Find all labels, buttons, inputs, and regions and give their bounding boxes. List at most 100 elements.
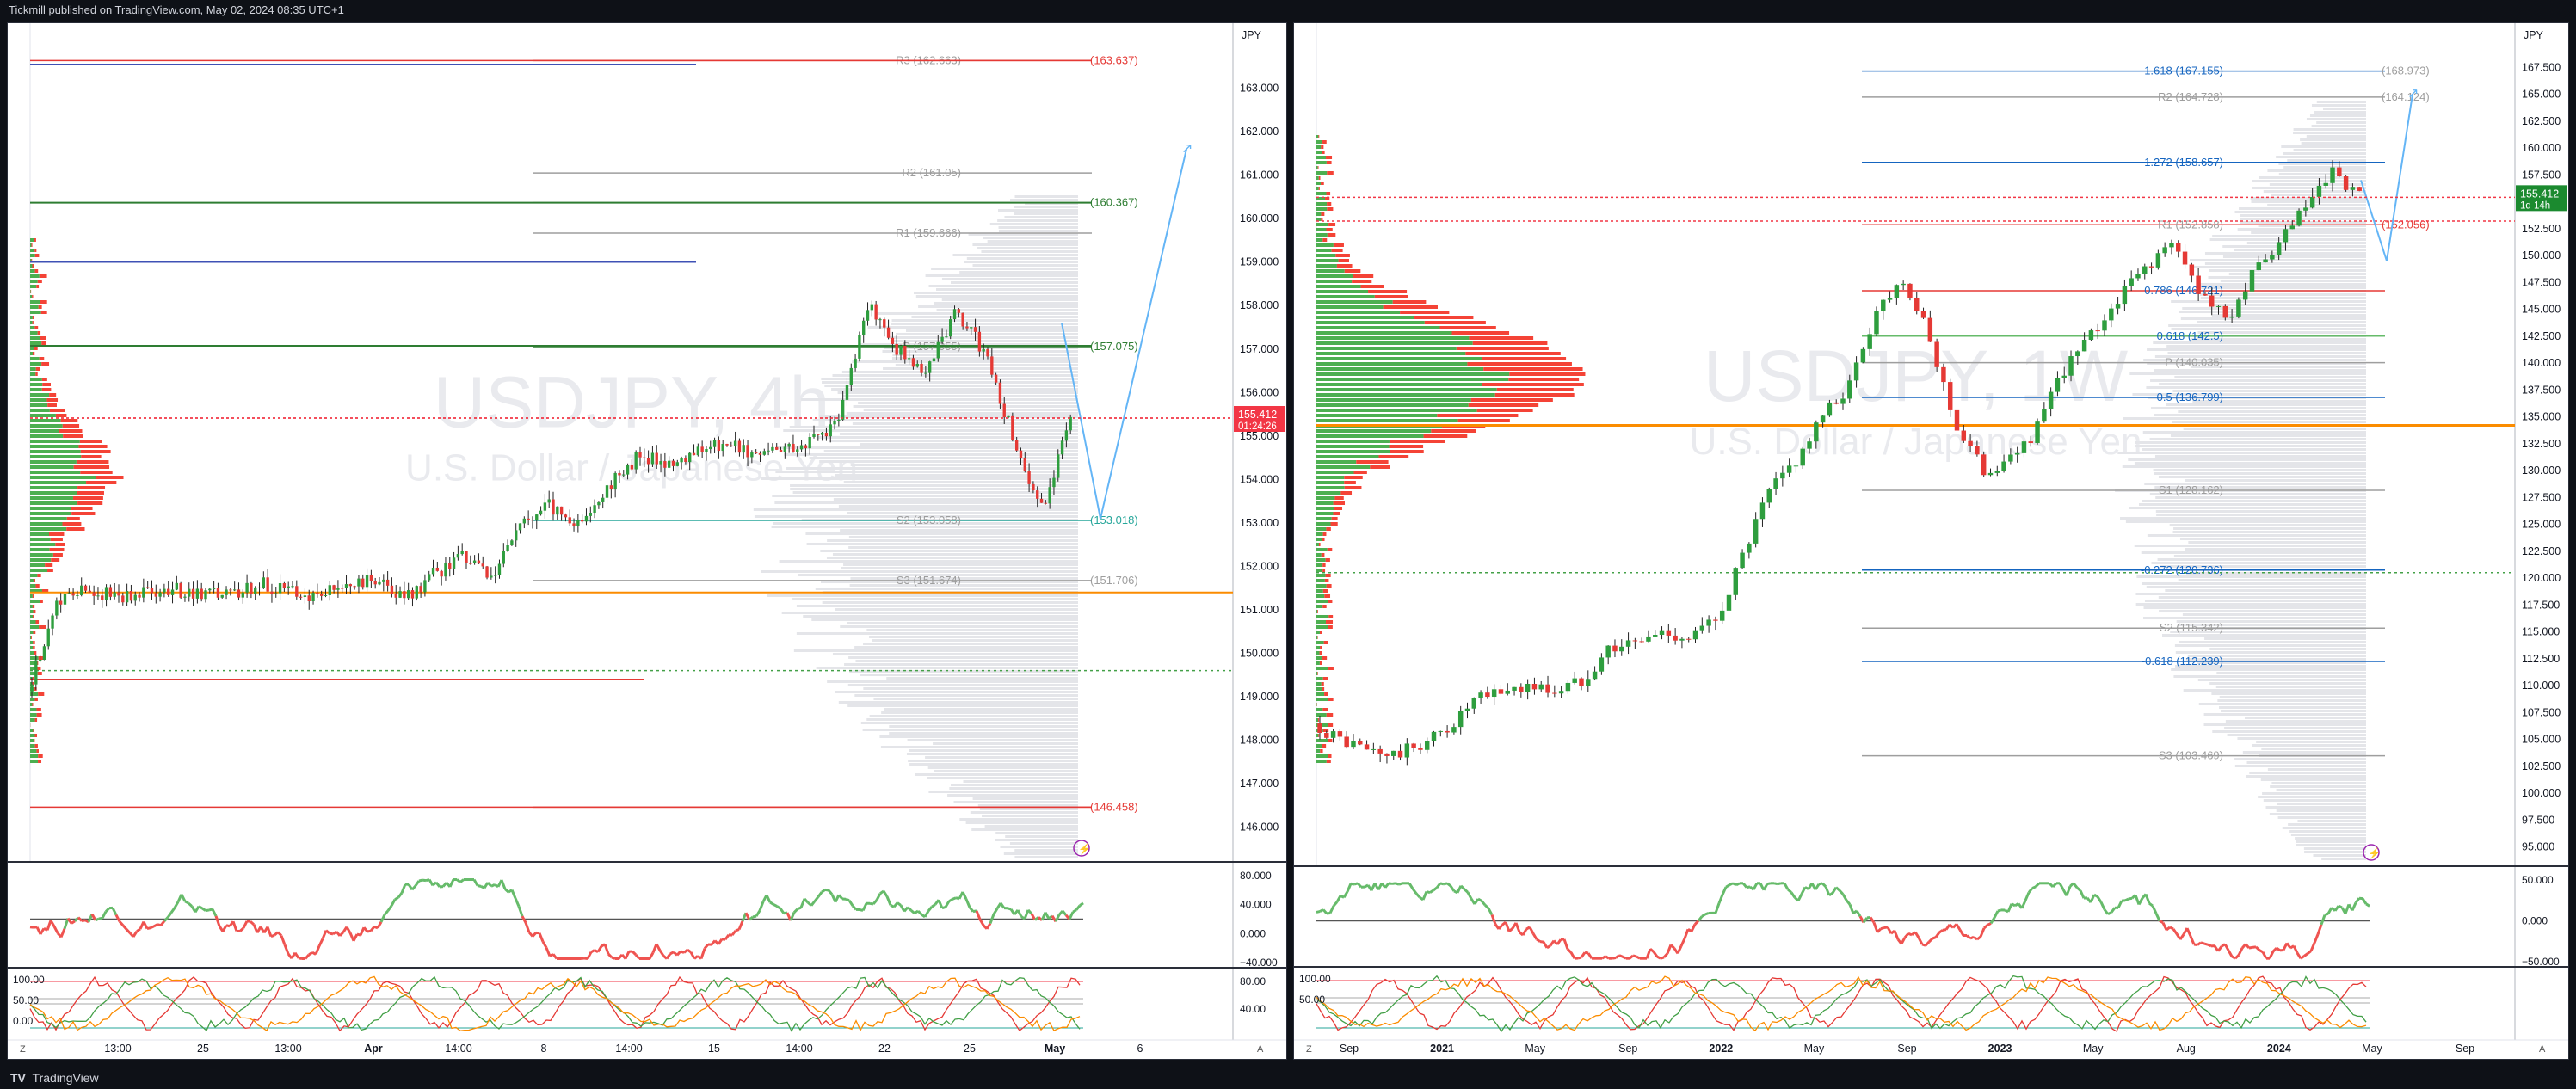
volume-profile-bar (2197, 679, 2366, 681)
osc1-segment (1034, 916, 1039, 921)
volume-profile-bar (2246, 775, 2366, 778)
volume-profile-bar (846, 412, 1078, 415)
level-label: S3 (151.674) (897, 574, 961, 587)
osc1-segment (1835, 886, 1840, 892)
left-volume-profile-down (1439, 326, 1496, 329)
left-volume-profile-up (1316, 419, 1458, 422)
candle-up (787, 443, 791, 447)
osc1-segment (1414, 892, 1421, 899)
osc1-segment (231, 920, 238, 932)
osc2-line (1316, 975, 2367, 1032)
volume-profile-bar (2129, 507, 2366, 509)
candle-down (552, 499, 555, 515)
left-volume-profile-up (1316, 471, 1354, 474)
volume-profile-bar (803, 615, 1078, 618)
volume-profile-bar (2224, 727, 2366, 729)
candle-down (737, 440, 742, 453)
osc1-segment (157, 923, 162, 927)
left-volume-profile-down (32, 352, 35, 355)
footer-brand[interactable]: TradingView (32, 1071, 99, 1085)
osc1-segment (81, 919, 86, 923)
candle-up (796, 449, 799, 452)
volume-profile-bar (854, 646, 1078, 649)
osc1-segment (1821, 882, 1827, 888)
candle-up (415, 586, 418, 599)
osc1-segment (892, 901, 899, 908)
volume-profile-bar (835, 474, 1078, 477)
chart-panel-right[interactable]: USDJPY, 1W U.S. Dollar / Japanese Yen 1.61… (1293, 22, 2569, 1060)
left-volume-profile-up (1316, 749, 1321, 753)
left-volume-profile-up (30, 465, 74, 469)
osc1-segment (1391, 882, 1396, 885)
candle-down (1639, 641, 1644, 643)
left-volume-profile-down (1482, 357, 1567, 360)
left-volume-profile-down (50, 538, 63, 541)
left-volume-profile-up (30, 372, 36, 376)
left-volume-profile-down (1328, 739, 1333, 742)
volume-profile-bar (798, 574, 1078, 576)
left-volume-profile-down (46, 398, 59, 402)
osc1-segment (1966, 934, 1971, 940)
left-volume-profile-down (1378, 455, 1409, 458)
osc1-segment (927, 906, 934, 913)
candle-up (1057, 454, 1060, 478)
left-volume-profile-up (1316, 171, 1328, 175)
volume-profile-bar (2209, 269, 2366, 272)
left-volume-profile-up (1316, 486, 1345, 489)
osc1-segment (797, 906, 802, 911)
zoom-reset-button: Z (20, 1044, 26, 1055)
candle-up (2055, 378, 2061, 392)
chart-svg-right[interactable]: USDJPY, 1WU.S. Dollar / Japanese Yen1.61… (1294, 23, 2568, 1059)
candle-up (1619, 646, 1624, 652)
volume-profile-bar (2211, 692, 2366, 695)
volume-profile-bar (853, 405, 1078, 408)
osc1-segment (952, 896, 957, 901)
left-volume-profile-up (30, 558, 52, 562)
chart-panel-left[interactable]: USDJPY, 4h U.S. Dollar / Japanese Yen R3 (… (7, 22, 1287, 1060)
volume-profile-bar (2212, 730, 2366, 733)
volume-profile-bar (2183, 428, 2366, 430)
osc1-segment (184, 900, 189, 905)
volume-profile-bar (931, 268, 1078, 270)
left-volume-profile-up (1316, 631, 1320, 634)
volume-profile-bar (847, 622, 1078, 624)
osc1-segment (2207, 943, 2212, 948)
left-volume-profile-up (1316, 760, 1327, 763)
volume-profile-bar (2251, 231, 2366, 234)
candle-down (1968, 440, 1973, 446)
candle-up (1558, 691, 1564, 694)
candle-up (2088, 330, 2094, 341)
left-volume-profile-up (30, 718, 35, 722)
osc1-segment (2313, 933, 2320, 944)
candle-down (903, 345, 907, 360)
left-volume-profile-down (77, 486, 106, 489)
candle-up (709, 446, 712, 450)
left-volume-profile-down (1325, 574, 1331, 577)
osc1-segment (293, 951, 300, 959)
left-volume-profile-up (30, 403, 48, 407)
osc1-segment (851, 904, 858, 911)
volume-profile-bar (2277, 803, 2366, 805)
osc1-segment (169, 907, 176, 914)
volume-profile-bar (972, 243, 1078, 246)
candle-up (175, 582, 179, 590)
osc1-segment (422, 878, 427, 883)
level-label: R2 (161.05) (902, 166, 961, 179)
osc1-segment (724, 933, 730, 941)
time-tick: Apr (364, 1043, 383, 1055)
left-volume-profile-down (1322, 605, 1327, 608)
osc1-segment (2117, 900, 2123, 908)
osc1-segment (2309, 942, 2316, 952)
left-volume-profile-up (30, 661, 36, 665)
left-volume-profile-up (30, 300, 40, 304)
left-volume-profile-down (1360, 285, 1384, 288)
osc1-segment (845, 897, 850, 902)
candle-down (824, 432, 829, 437)
left-volume-profile-down (36, 667, 41, 670)
candle-down (775, 446, 779, 450)
volume-profile-bar (2262, 792, 2366, 795)
volume-profile-bar (2212, 314, 2366, 317)
left-volume-profile-up (1316, 269, 1345, 273)
left-volume-profile-down (40, 600, 43, 603)
